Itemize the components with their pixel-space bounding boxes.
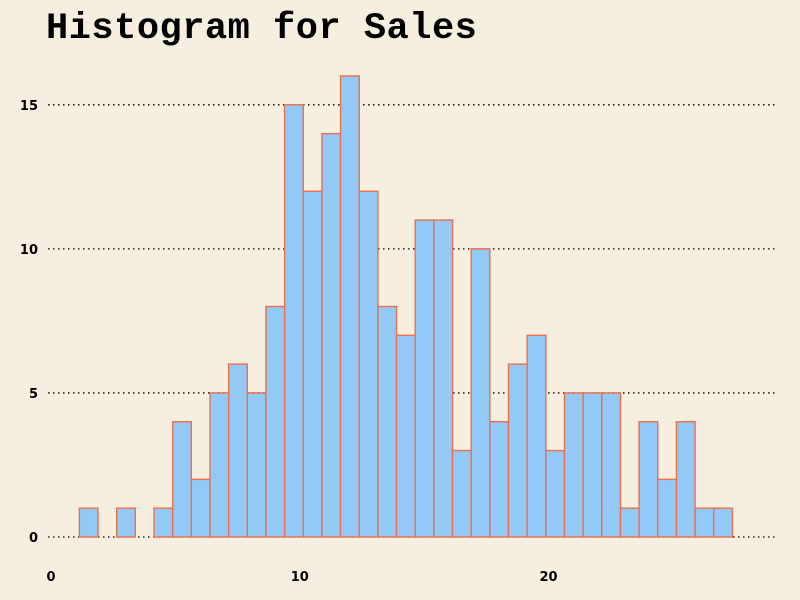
- histogram-bar: [377, 305, 398, 538]
- histogram-bar: [246, 392, 267, 538]
- y-axis-ticks: 0 5 10 15: [20, 99, 38, 546]
- histogram-bar: [115, 507, 137, 538]
- histogram-bar: [153, 507, 174, 538]
- histogram-bar: [638, 421, 659, 538]
- histogram-bar: [694, 507, 715, 538]
- x-tick-label: 10: [291, 570, 309, 585]
- histogram-bar: [227, 363, 248, 538]
- histogram-bar: [209, 392, 230, 538]
- y-tick-label: 0: [29, 531, 38, 546]
- histogram-bar: [78, 507, 99, 538]
- x-tick-label: 0: [46, 570, 55, 585]
- histogram-bar: [601, 392, 622, 538]
- histogram-bar: [619, 507, 640, 538]
- histogram-bar: [675, 421, 696, 538]
- histogram-bar: [451, 449, 472, 538]
- histogram-bar: [563, 392, 584, 538]
- histogram-bar: [545, 449, 566, 538]
- histogram-bar: [470, 248, 491, 538]
- bars: [78, 75, 734, 538]
- y-tick-label: 15: [20, 99, 38, 114]
- chart-title: Histogram for Sales: [46, 8, 478, 50]
- histogram-bar: [339, 75, 360, 538]
- histogram-bar: [713, 507, 734, 538]
- x-tick-label: 20: [539, 570, 557, 585]
- histogram-bar: [265, 305, 286, 538]
- histogram-bar: [395, 334, 416, 538]
- histogram-bar: [414, 219, 435, 538]
- histogram-bar: [526, 334, 547, 538]
- histogram-bar: [489, 421, 510, 538]
- histogram-bar: [433, 219, 454, 538]
- histogram-bar: [302, 190, 323, 538]
- histogram-bar: [657, 478, 678, 538]
- y-tick-label: 5: [29, 387, 38, 402]
- histogram-bar: [171, 421, 193, 538]
- histogram-bar: [507, 363, 528, 538]
- histogram-bar: [190, 478, 211, 538]
- histogram-bar: [321, 132, 342, 538]
- histogram-bar: [582, 392, 603, 538]
- histogram-bar: [358, 190, 379, 538]
- histogram-bar: [283, 104, 304, 538]
- y-tick-label: 10: [20, 243, 38, 258]
- x-axis-ticks: 0 10 20: [46, 570, 557, 585]
